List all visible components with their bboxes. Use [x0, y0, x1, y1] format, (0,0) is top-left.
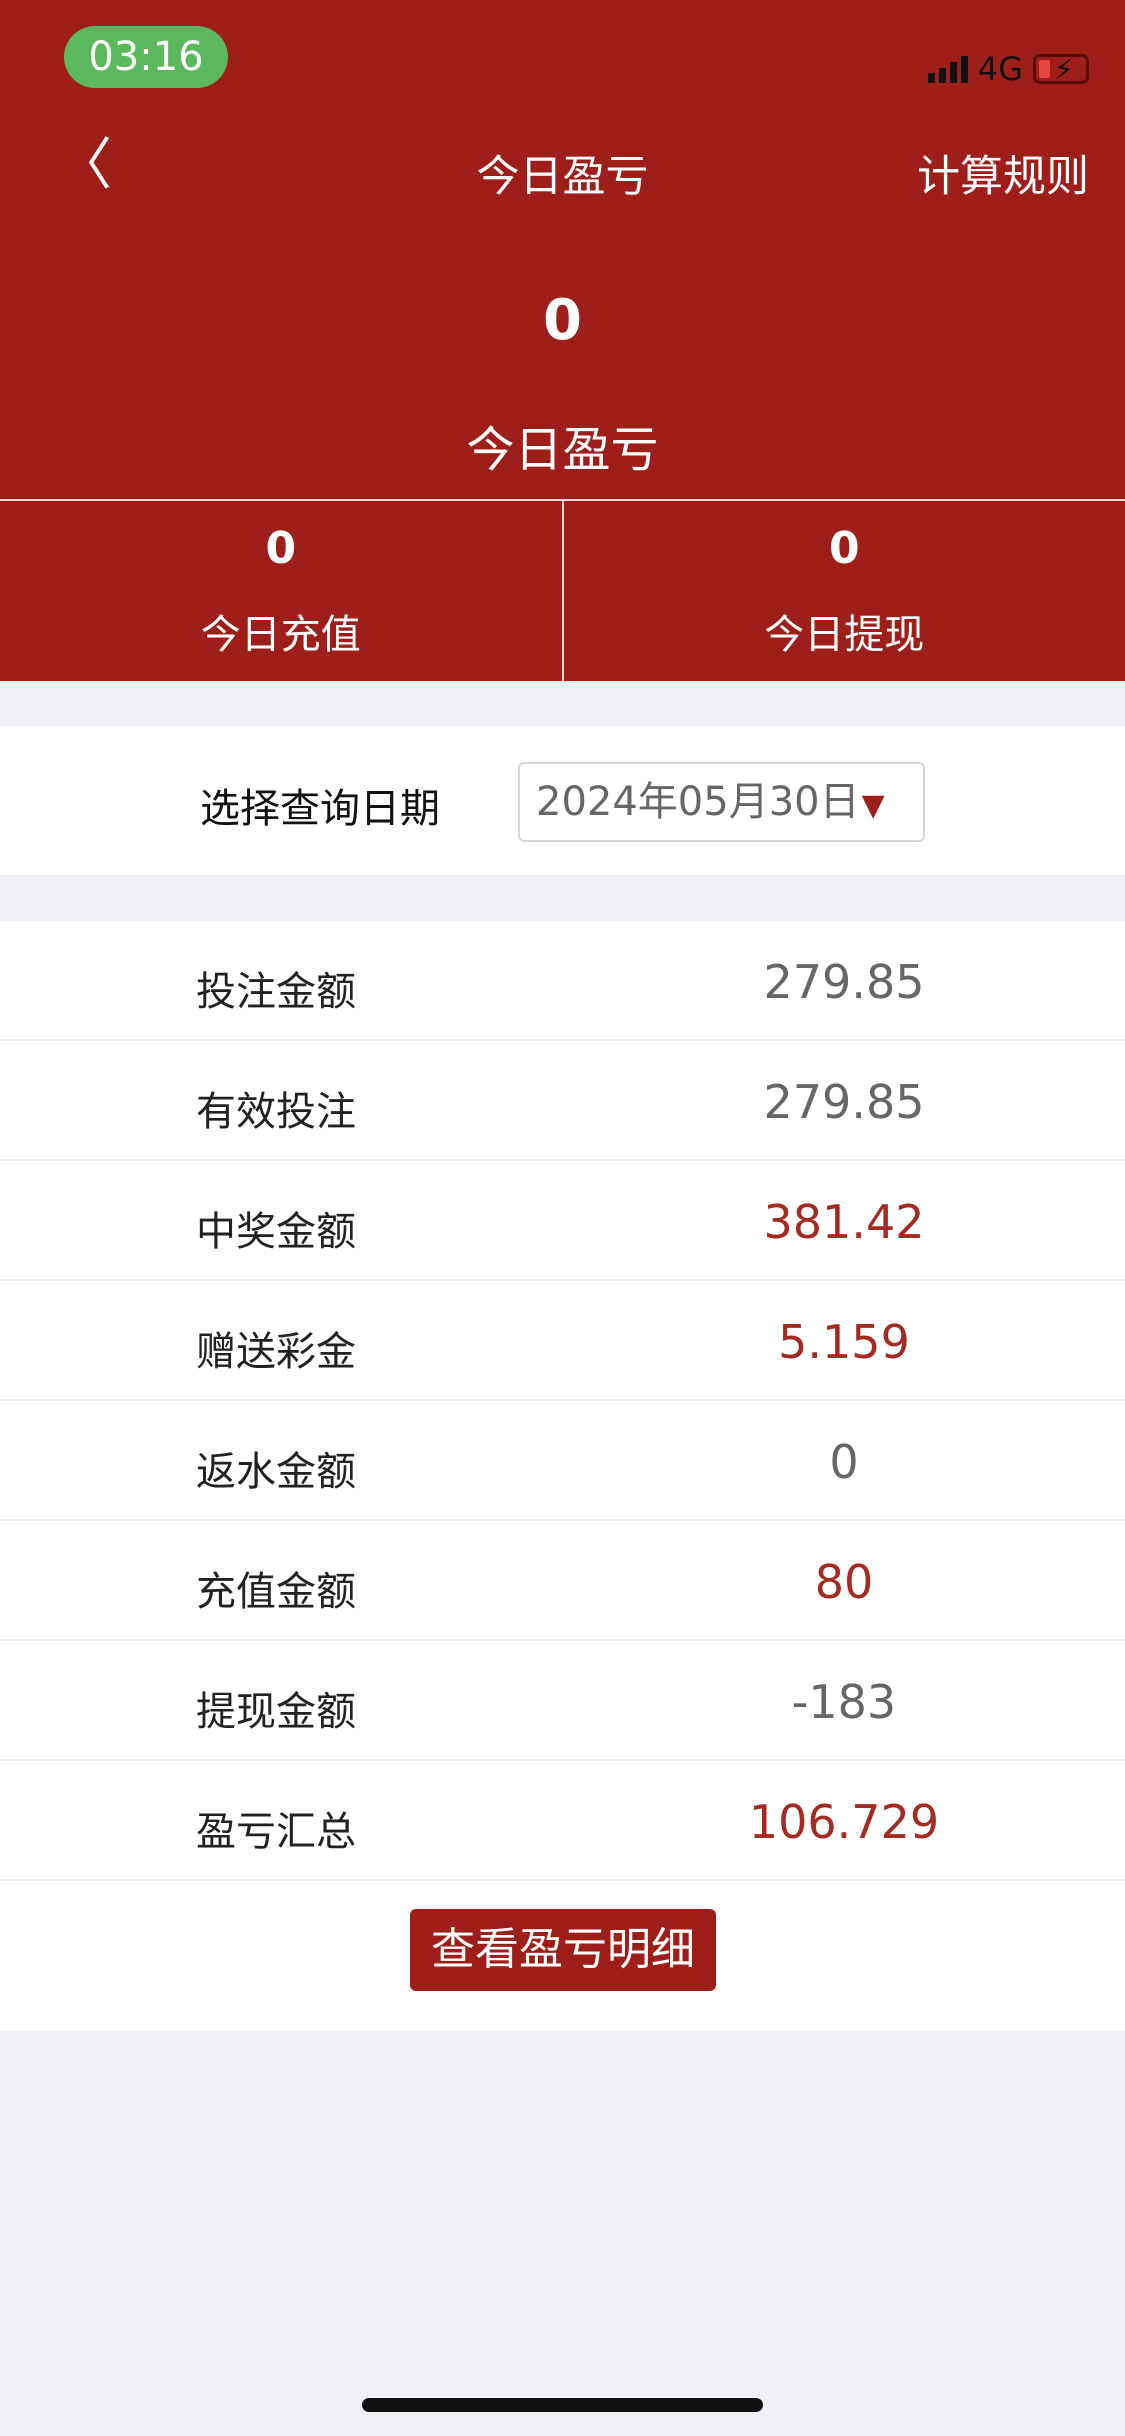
stats-list: 投注金额 279.85 有效投注 279.85 中奖金额 381.42 赠送彩金 5.1…: [0, 921, 1125, 2031]
battery-charging-icon: ⚡: [1033, 53, 1089, 86]
stat-label: 盈亏汇总: [196, 1809, 356, 1855]
network-label: 4G: [977, 50, 1023, 88]
stat-row-deposit: 充值金额 80: [0, 1521, 1125, 1641]
stat-label: 赠送彩金: [196, 1329, 356, 1375]
today-deposit-label: 今日充值: [200, 612, 361, 658]
header: 03:16 4G ⚡ 〈 今日盈亏 计算规则 0 今日盈亏 0 今日充值 0 今…: [0, 0, 1125, 681]
stat-label: 中奖金额: [196, 1209, 356, 1255]
stat-value: -183: [791, 1675, 897, 1729]
stat-row-total: 盈亏汇总 106.729: [0, 1761, 1125, 1881]
stat-row-rebate: 返水金额 0: [0, 1401, 1125, 1521]
stat-value: 5.159: [778, 1315, 910, 1369]
status-time: 03:16: [64, 26, 228, 88]
stat-row-bet-amount: 投注金额 279.85: [0, 921, 1125, 1041]
today-withdraw: 0 今日提现: [561, 501, 1125, 681]
stat-label: 提现金额: [196, 1689, 356, 1735]
home-indicator[interactable]: [362, 2398, 763, 2412]
view-details-button[interactable]: 查看盈亏明细: [410, 1909, 716, 1991]
stat-label: 返水金额: [196, 1449, 356, 1495]
today-stats: 0 今日充值 0 今日提现: [0, 499, 1125, 681]
stat-value: 279.85: [763, 1075, 925, 1129]
date-value: 2024年05月30日: [536, 779, 860, 825]
button-row: 查看盈亏明细: [0, 1881, 1125, 2031]
stat-row-valid-bet: 有效投注 279.85: [0, 1041, 1125, 1161]
stat-label: 充值金额: [196, 1569, 356, 1615]
today-profit-value: 0: [543, 288, 582, 353]
date-filter-label: 选择查询日期: [200, 786, 440, 832]
stat-value: 106.729: [748, 1795, 940, 1849]
stat-label: 投注金额: [196, 969, 356, 1015]
dropdown-arrow-icon: ▼: [861, 788, 885, 823]
today-withdraw-label: 今日提现: [764, 612, 925, 658]
today-profit-label: 今日盈亏: [466, 422, 659, 478]
calculation-rules-link[interactable]: 计算规则: [917, 152, 1089, 202]
signal-icon: [927, 55, 968, 83]
today-deposit: 0 今日充值: [0, 501, 562, 681]
stat-value: 381.42: [763, 1195, 925, 1249]
stat-row-winnings: 中奖金额 381.42: [0, 1161, 1125, 1281]
stat-value: 279.85: [763, 955, 925, 1009]
back-button[interactable]: 〈: [56, 133, 112, 198]
status-icons: 4G ⚡: [927, 50, 1089, 88]
date-filter-row: 选择查询日期 2024年05月30日▼: [0, 726, 1125, 875]
stat-value: 0: [829, 1435, 859, 1489]
date-select[interactable]: 2024年05月30日▼: [518, 762, 925, 842]
today-deposit-value: 0: [265, 523, 297, 574]
today-withdraw-value: 0: [828, 523, 860, 574]
page-title: 今日盈亏: [476, 152, 649, 202]
stat-row-bonus: 赠送彩金 5.159: [0, 1281, 1125, 1401]
stat-row-withdraw: 提现金额 -183: [0, 1641, 1125, 1761]
stat-label: 有效投注: [196, 1089, 356, 1135]
stat-value: 80: [814, 1555, 874, 1609]
